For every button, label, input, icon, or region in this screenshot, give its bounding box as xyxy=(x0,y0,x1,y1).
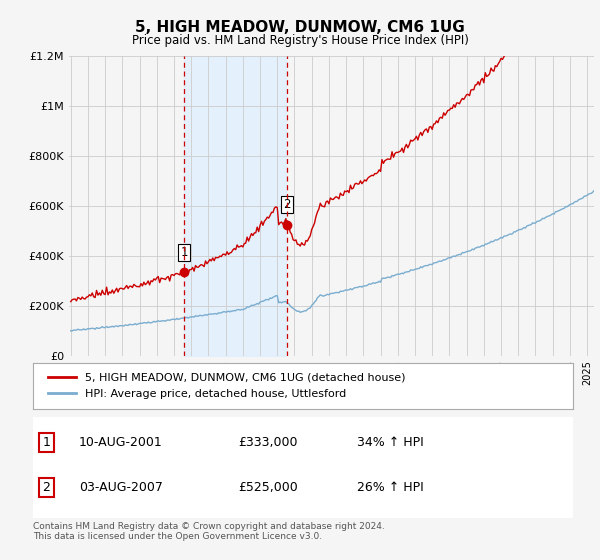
Text: 2: 2 xyxy=(43,481,50,494)
Text: £525,000: £525,000 xyxy=(238,481,298,494)
Text: Price paid vs. HM Land Registry's House Price Index (HPI): Price paid vs. HM Land Registry's House … xyxy=(131,34,469,46)
Text: 5, HIGH MEADOW, DUNMOW, CM6 1UG: 5, HIGH MEADOW, DUNMOW, CM6 1UG xyxy=(135,20,465,35)
Text: 1: 1 xyxy=(43,436,50,449)
Legend: 5, HIGH MEADOW, DUNMOW, CM6 1UG (detached house), HPI: Average price, detached h: 5, HIGH MEADOW, DUNMOW, CM6 1UG (detache… xyxy=(44,368,410,403)
Text: £333,000: £333,000 xyxy=(238,436,298,449)
Text: 10-AUG-2001: 10-AUG-2001 xyxy=(79,436,163,449)
Text: 03-AUG-2007: 03-AUG-2007 xyxy=(79,481,163,494)
Text: 2: 2 xyxy=(284,198,291,211)
Text: Contains HM Land Registry data © Crown copyright and database right 2024.
This d: Contains HM Land Registry data © Crown c… xyxy=(33,522,385,542)
Text: 26% ↑ HPI: 26% ↑ HPI xyxy=(357,481,424,494)
Text: 34% ↑ HPI: 34% ↑ HPI xyxy=(357,436,424,449)
Text: 1: 1 xyxy=(180,246,188,259)
